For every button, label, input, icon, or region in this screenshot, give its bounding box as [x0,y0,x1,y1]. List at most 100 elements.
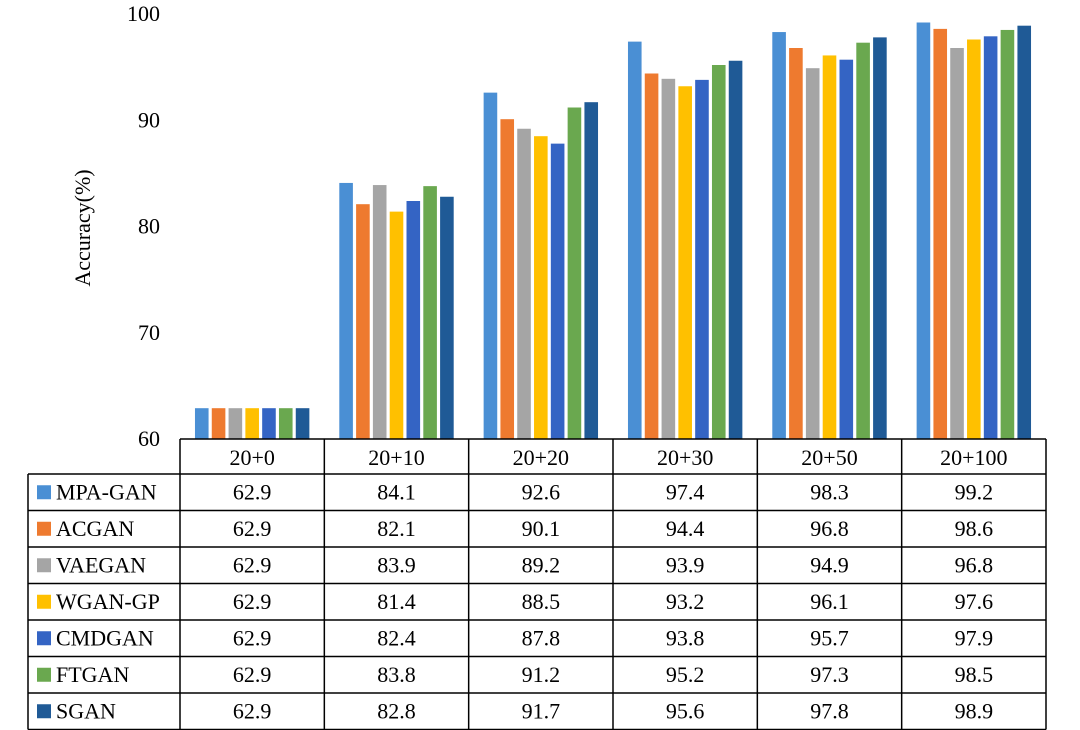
table-cell-value: 87.8 [522,625,561,650]
legend-swatch [37,594,51,609]
bar-cmdgan-20+100 [983,36,998,440]
data-table: 20+0 20+10 20+20 20+30 20+50 20+100 MPA-GAN 62.… [27,438,1047,730]
bar-sgan-20+20 [584,102,599,439]
y-tick-label: 70 [138,320,160,345]
table-cell-value: 93.9 [666,552,705,577]
bar-mpa-gan-20+50 [772,32,786,440]
table-cell-value: 84.1 [377,479,416,504]
table-cell-value: 97.9 [955,625,994,650]
bar-ftgan-20+50 [856,42,870,439]
y-tick-label: 60 [138,426,160,451]
legend-swatch [37,485,51,500]
table-cell-value: 99.2 [955,479,994,504]
bar-wgan-gp-20+50 [822,55,837,439]
x-category-label: 20+0 [229,445,274,470]
bar-wgan-gp-20+30 [678,86,692,439]
x-category-label: 20+20 [513,445,569,470]
bar-acgan-20+30 [644,73,659,439]
legend-swatch [37,667,51,682]
table-cell-value: 62.9 [233,516,272,541]
table-cell-value: 82.8 [377,698,416,723]
legend-series-label: WGAN-GP [56,589,160,614]
legend-series-label: FTGAN [56,662,129,687]
table-cell-value: 98.5 [955,662,994,687]
bar-mpa-gan-20+10 [339,182,353,439]
bar-sgan-20+30 [728,60,743,439]
legend-series-label: SGAN [56,698,116,723]
table-cell-value: 83.9 [377,552,416,577]
y-tick-label: 80 [138,214,160,239]
bar-cmdgan-20+30 [695,79,709,440]
legend-series-label: CMDGAN [56,625,154,650]
x-category-label: 20+50 [801,445,857,470]
table-cell-value: 94.4 [666,516,705,541]
legend-swatch [37,521,51,536]
table-cell-value: 62.9 [233,589,272,614]
table-cell-value: 62.9 [233,625,272,650]
table-cell-value: 94.9 [810,552,849,577]
bar-wgan-gp-20+0 [245,408,259,439]
bar-wgan-gp-20+20 [534,136,548,439]
table-cell-value: 62.9 [233,662,272,687]
table-cell-value: 93.2 [666,589,705,614]
table-cell-value: 81.4 [377,589,416,614]
bar-wgan-gp-20+100 [967,39,981,439]
bar-ftgan-20+100 [1000,29,1015,439]
x-category-label: 20+30 [657,445,713,470]
bar-mpa-gan-20+20 [483,92,498,439]
bar-cmdgan-20+10 [406,201,421,439]
table-cell-value: 88.5 [522,589,561,614]
table-cell-value: 62.9 [233,698,272,723]
table-cell-value: 96.8 [955,552,994,577]
bar-vaegan-20+50 [805,68,820,439]
table-cell-value: 97.8 [810,698,849,723]
table-cell-value: 83.8 [377,662,416,687]
table-cell-value: 91.7 [522,698,561,723]
table-cell-value: 97.4 [666,479,705,504]
bar-vaegan-20+10 [372,185,387,439]
bar-acgan-20+50 [789,48,803,439]
legend-series-label: MPA-GAN [56,479,157,504]
bar-acgan-20+20 [500,119,515,439]
bar-sgan-20+0 [295,408,310,439]
y-tick-label: 90 [138,107,160,132]
bar-ftgan-20+0 [278,408,293,439]
bar-wgan-gp-20+10 [389,211,404,439]
table-cell-value: 62.9 [233,552,272,577]
bar-ftgan-20+10 [423,186,437,440]
bar-acgan-20+10 [356,204,370,439]
table-cell-value: 98.3 [810,479,849,504]
table-cell-value: 96.8 [810,516,849,541]
x-category-label: 20+10 [368,445,424,470]
bar-mpa-gan-20+0 [194,408,209,439]
table-cell-value: 95.2 [666,662,705,687]
bar-cmdgan-20+20 [550,143,565,440]
bars-group [194,22,1032,440]
table-cell-value: 93.8 [666,625,705,650]
bar-sgan-20+10 [440,196,454,439]
table-cell-value: 95.6 [666,698,705,723]
bar-vaegan-20+100 [950,48,964,439]
table-cell-value: 98.9 [955,698,994,723]
bar-acgan-20+100 [933,28,948,439]
table-cell-value: 96.1 [810,589,849,614]
bar-ftgan-20+20 [567,107,582,439]
table-cell-value: 82.1 [377,516,416,541]
table-cell-value: 95.7 [810,625,849,650]
x-category-label: 20+100 [940,445,1007,470]
y-tick-label: 100 [127,1,160,26]
y-axis-title: Accuracy(%) [70,169,95,286]
bar-sgan-20+50 [873,37,887,440]
legend-series-label: ACGAN [56,516,134,541]
bar-cmdgan-20+50 [839,59,854,439]
table-cell-value: 89.2 [522,552,561,577]
y-axis-ticks: 60 70 80 90 100 [127,1,160,451]
legend-swatch [37,631,51,646]
bar-ftgan-20+30 [711,65,726,439]
bar-cmdgan-20+0 [262,408,276,439]
table-cell-value: 92.6 [522,479,561,504]
bar-sgan-20+100 [1017,25,1032,439]
bar-acgan-20+0 [211,408,226,439]
legend-swatch [37,704,51,719]
